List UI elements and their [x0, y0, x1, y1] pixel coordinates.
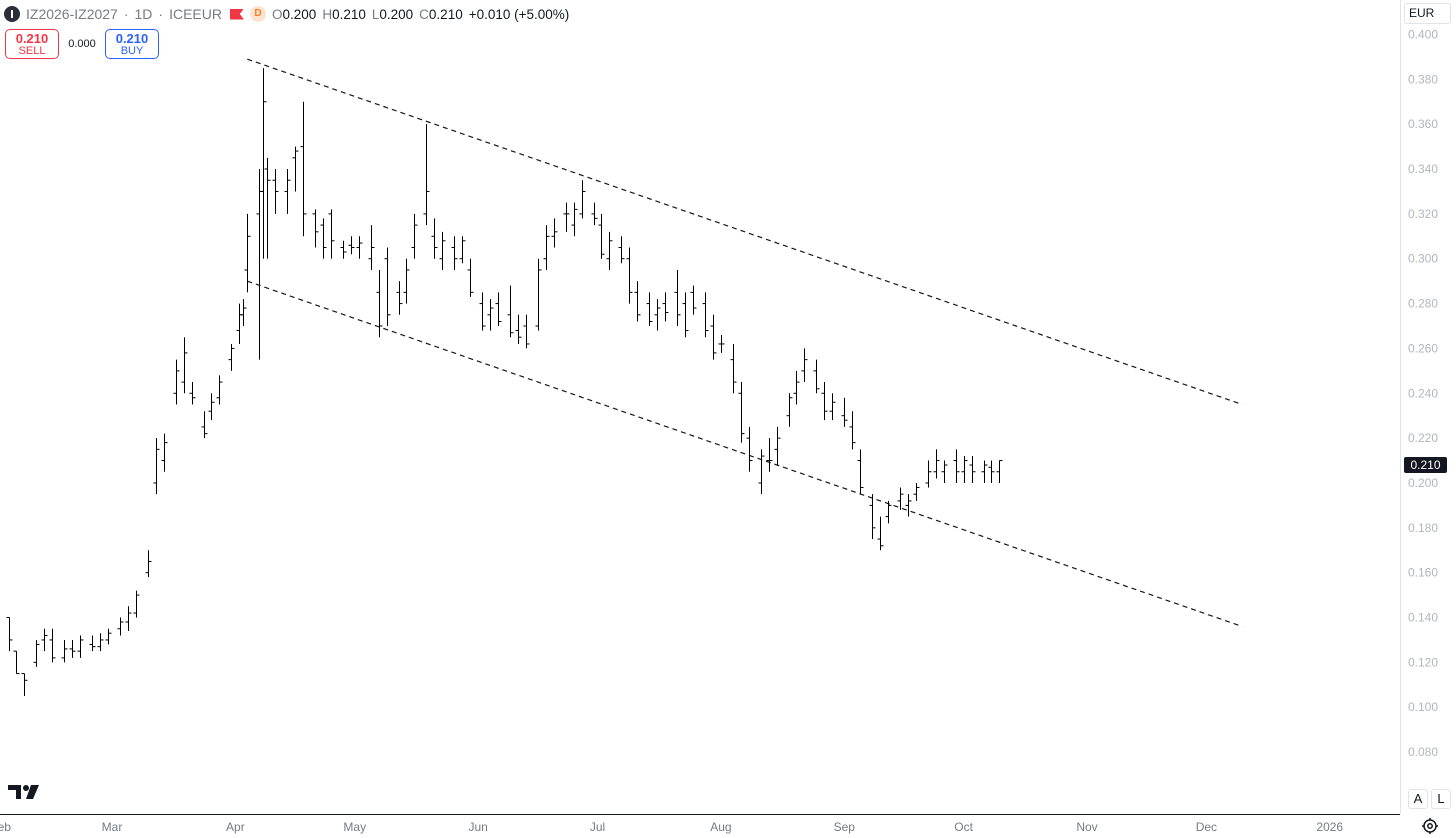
auto-scale-button[interactable]: A: [1408, 789, 1428, 809]
last-price-label: 0.210: [1404, 457, 1447, 473]
exchange-label: ICEEUR: [169, 6, 222, 22]
time-tick-label: Feb: [0, 820, 11, 834]
time-tick-label: Apr: [226, 820, 245, 834]
change-value: +0.010 (+5.00%): [468, 6, 570, 22]
price-tick-label: 0.320: [1408, 207, 1438, 221]
price-tick-label: 0.160: [1408, 566, 1438, 580]
close-value: 0.210: [428, 6, 463, 22]
interval-label[interactable]: 1D: [134, 6, 153, 22]
price-tick-label: 0.120: [1408, 655, 1438, 669]
low-value: 0.200: [379, 6, 414, 22]
symbol-info-icon[interactable]: [4, 6, 20, 22]
price-tick-label: 0.360: [1408, 117, 1438, 131]
time-tick-label: Aug: [710, 820, 731, 834]
price-tick-label: 0.280: [1408, 297, 1438, 311]
price-tick-label: 0.080: [1408, 745, 1438, 759]
buy-price: 0.210: [115, 31, 149, 46]
price-tick-label: 0.340: [1408, 162, 1438, 176]
price-tick-label: 0.300: [1408, 252, 1438, 266]
time-tick-label: Jul: [590, 820, 605, 834]
time-tick-label: Oct: [954, 820, 973, 834]
sell-button[interactable]: 0.210 SELL: [5, 29, 59, 59]
high-value: 0.210: [332, 6, 366, 22]
trendlines[interactable]: [247, 58, 1243, 628]
time-tick-label: Jun: [468, 820, 487, 834]
flag-icon[interactable]: [230, 8, 244, 20]
time-tick-label: Sep: [834, 820, 856, 834]
low-label: L: [371, 6, 380, 22]
price-tick-label: 0.100: [1408, 700, 1438, 714]
currency-selector[interactable]: EUR: [1404, 3, 1451, 24]
symbol-name[interactable]: IZ2026-IZ2027: [26, 6, 118, 22]
open-label: O: [272, 6, 283, 22]
time-tick-label: Dec: [1196, 820, 1217, 834]
time-axis[interactable]: Feb Mar Apr May Jun Jul Aug Sep Oct Nov Dec 2026: [0, 820, 1343, 834]
trendline-lower: [247, 280, 1243, 628]
price-axis[interactable]: 0.400 0.380 0.360 0.340 0.320 0.300 0.280 0.260…: [1408, 27, 1438, 759]
chart-header: IZ2026-IZ2027 · 1D · ICEEUR D O0.200 H0.…: [4, 4, 569, 24]
spread-value: 0.000: [68, 38, 96, 50]
price-tick-label: 0.240: [1408, 386, 1438, 400]
price-tick-label: 0.220: [1408, 431, 1438, 445]
time-tick-label: 2026: [1316, 820, 1343, 834]
close-label: C: [419, 6, 429, 22]
trade-panel: 0.210 SELL 0.000 0.210 BUY: [5, 29, 159, 59]
delayed-data-badge[interactable]: D: [250, 6, 266, 22]
high-label: H: [322, 6, 333, 22]
settings-gear-icon[interactable]: [1421, 817, 1439, 835]
ohlc-values: O0.200 H0.210 L0.200 C0.210 +0.010 (+5.0…: [272, 7, 569, 22]
price-tick-label: 0.260: [1408, 341, 1438, 355]
time-tick-label: Nov: [1076, 820, 1097, 834]
buy-button[interactable]: 0.210 BUY: [105, 29, 159, 59]
sell-label: SELL: [18, 45, 46, 57]
price-tick-label: 0.140: [1408, 611, 1438, 625]
buy-label: BUY: [120, 45, 144, 57]
price-tick-label: 0.200: [1408, 476, 1438, 490]
trendline-upper: [247, 58, 1243, 406]
price-tick-label: 0.380: [1408, 72, 1438, 86]
sell-price: 0.210: [15, 31, 49, 46]
price-tick-label: 0.400: [1408, 27, 1438, 41]
tradingview-logo-icon[interactable]: [8, 783, 40, 801]
open-value: 0.200: [282, 6, 317, 22]
price-tick-label: 0.180: [1408, 521, 1438, 535]
time-tick-label: Mar: [102, 820, 123, 834]
header-separator: ·: [123, 6, 129, 22]
header-separator: ·: [158, 6, 164, 22]
ohlc-bars: [6, 68, 1003, 696]
time-tick-label: May: [343, 820, 366, 834]
log-scale-button[interactable]: L: [1431, 789, 1451, 809]
